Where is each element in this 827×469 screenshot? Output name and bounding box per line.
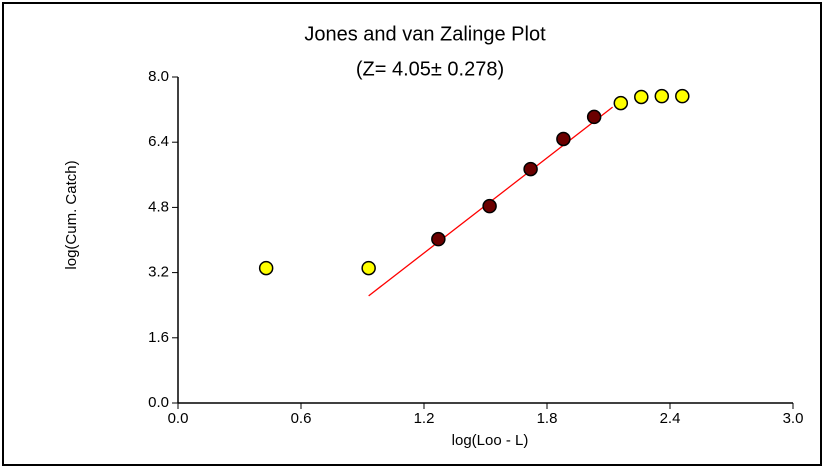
x-tick-label: 2.4 — [660, 410, 681, 427]
data-point — [634, 89, 649, 105]
x-tick-label: 0.0 — [168, 410, 189, 427]
y-tick-label: 0.0 — [148, 394, 169, 411]
y-tick-label: 4.8 — [148, 198, 169, 215]
data-point — [431, 231, 446, 247]
data-point — [654, 88, 670, 104]
y-tick-label: 6.4 — [148, 133, 169, 150]
data-point — [482, 198, 497, 214]
data-point — [556, 131, 571, 147]
data-point — [613, 95, 629, 111]
y-tick-label: 3.2 — [148, 264, 169, 281]
x-tick-label: 1.2 — [414, 410, 435, 427]
x-tick-label: 0.6 — [291, 410, 312, 427]
x-axis-label: log(Loo - L) — [452, 432, 529, 449]
data-point — [675, 88, 690, 104]
y-tick-label: 8.0 — [148, 68, 169, 85]
data-point — [586, 109, 602, 125]
chart-subtitle: (Z= 4.05± 0.278) — [356, 58, 504, 80]
data-point — [523, 161, 538, 177]
data-point — [361, 260, 376, 276]
data-point — [258, 260, 274, 276]
y-axis-label: log(Cum. Catch) — [63, 160, 80, 269]
x-tick-label: 3.0 — [783, 410, 804, 427]
y-tick-label: 1.6 — [148, 329, 169, 346]
x-tick-label: 1.8 — [537, 410, 558, 427]
chart-title: Jones and van Zalinge Plot — [304, 23, 546, 45]
